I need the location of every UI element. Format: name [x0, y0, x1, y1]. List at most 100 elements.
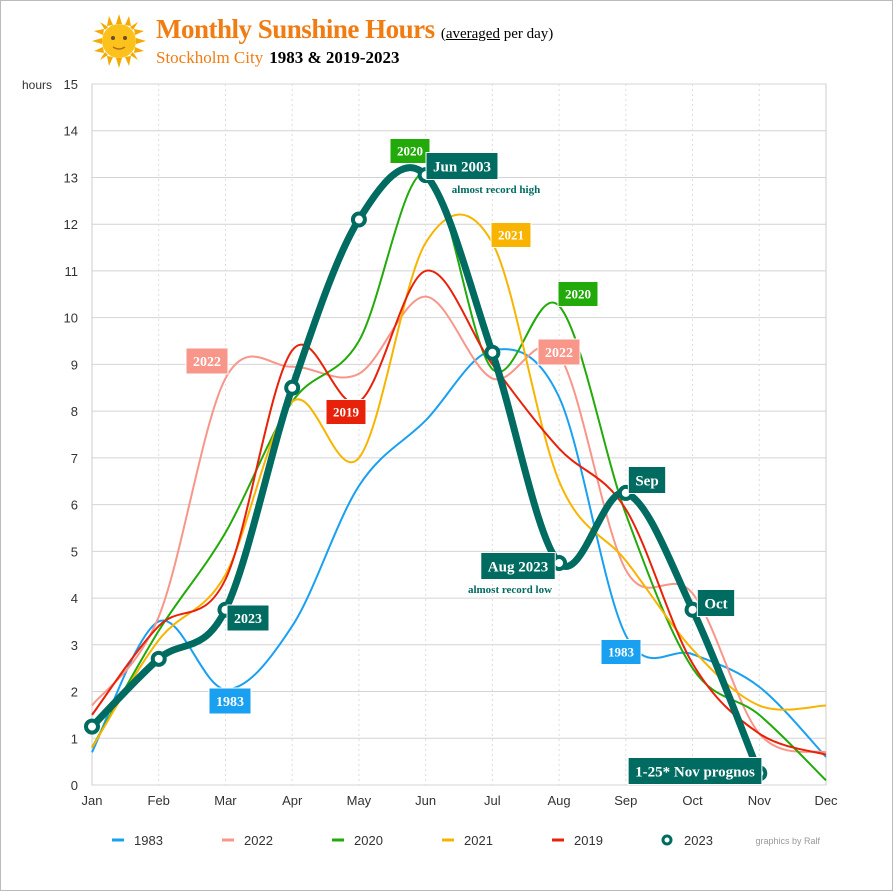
series-line-2021 — [91, 213, 827, 749]
x-tick-label: Sep — [614, 793, 637, 808]
series-line-2019 — [91, 269, 827, 756]
annotation-text: 2023 — [234, 612, 262, 627]
series-line-1983 — [91, 348, 827, 758]
annotation-box — [627, 757, 763, 785]
annotation-box — [226, 604, 270, 632]
x-tick-label: Oct — [682, 793, 703, 808]
annotation-text: 2019 — [333, 405, 360, 420]
annotation-box — [425, 152, 499, 180]
title-note: (averaged per day) — [440, 26, 554, 42]
data-point-2023 — [350, 211, 367, 228]
legend-item-2022: 2022 — [222, 833, 273, 848]
x-tick-label: Dec — [814, 793, 838, 808]
annotation-box — [600, 639, 642, 665]
annotation-box — [185, 347, 229, 375]
chart-title: Monthly Sunshine Hours (averaged per day… — [156, 14, 553, 45]
annotation-box — [696, 589, 736, 617]
y-tick-label: 3 — [71, 638, 78, 653]
x-tick-label: Feb — [148, 793, 170, 808]
data-point-2023 — [150, 650, 167, 667]
x-tick-label: Apr — [282, 793, 303, 808]
legend-item-2023: 2023 — [661, 833, 713, 848]
annotation-label: 2022 — [185, 347, 229, 375]
sun-face-icon — [92, 14, 146, 68]
y-tick-label: 2 — [71, 685, 78, 700]
legend-marker — [661, 834, 673, 846]
annotation-text: almost record low — [468, 584, 552, 596]
annotation-box — [537, 338, 581, 366]
data-point-2023 — [684, 601, 701, 618]
y-tick-label: 15 — [64, 77, 78, 92]
x-tick-label: Jan — [82, 793, 103, 808]
annotation-text: 1983 — [608, 645, 635, 660]
chart-subtitle: Stockholm City 1983 & 2019-2023 — [156, 48, 400, 68]
x-tick-label: Jul — [484, 793, 501, 808]
x-tick-label: Aug — [548, 793, 571, 808]
annotation-label: 2021 — [490, 222, 532, 248]
x-tick-label: Nov — [748, 793, 772, 808]
y-tick-label: 0 — [71, 778, 78, 793]
annotation-label: 2020 — [557, 281, 599, 307]
legend-item-2021: 2021 — [442, 833, 493, 848]
subtitle-city: Stockholm City — [156, 48, 264, 67]
y-tick-label: 4 — [71, 591, 78, 606]
annotation-text: 1-25* Nov prognos — [635, 764, 755, 780]
x-tick-label: Mar — [214, 793, 237, 808]
annotation-text: Jun 2003 — [433, 159, 491, 175]
legend-label: 2021 — [464, 833, 493, 848]
legend-label: 2020 — [354, 833, 383, 848]
data-point-2023 — [484, 344, 501, 361]
annotation-label: almost record low — [468, 584, 552, 596]
annotation-box — [490, 222, 532, 248]
data-point-2023 — [284, 379, 301, 396]
series-line-2022 — [91, 295, 827, 754]
annotation-label: 2022 — [537, 338, 581, 366]
annotation-text: 1983 — [216, 695, 244, 710]
annotation-text: 2021 — [498, 228, 524, 243]
annotation-label: almost record high — [452, 184, 540, 196]
annotation-box — [389, 138, 431, 164]
annotation-box — [325, 399, 367, 425]
annotation-label: Sep — [627, 466, 667, 494]
annotation-label: 2023 — [226, 604, 270, 632]
annotation-box — [208, 687, 252, 715]
y-tick-label: 7 — [71, 451, 78, 466]
annotation-text: 2022 — [545, 346, 573, 361]
subtitle-years: 1983 & 2019-2023 — [269, 48, 400, 67]
legend-item-2019: 2019 — [552, 833, 603, 848]
y-tick-label: 14 — [64, 124, 78, 139]
annotation-text: Oct — [704, 596, 727, 612]
y-tick-label: 13 — [64, 170, 78, 185]
legend-label: 2019 — [574, 833, 603, 848]
legend-item-1983: 1983 — [112, 833, 163, 848]
annotation-text: almost record high — [452, 184, 540, 196]
y-tick-label: 5 — [71, 544, 78, 559]
legend-label: 2022 — [244, 833, 273, 848]
annotation-text: Aug 2023 — [488, 559, 548, 575]
annotation-label: Oct — [696, 589, 736, 617]
annotation-label: Aug 2023 — [480, 552, 556, 580]
legend-label: 1983 — [134, 833, 163, 848]
annotation-label: 1983 — [208, 687, 252, 715]
annotation-text: 2020 — [397, 144, 423, 159]
y-tick-label: 11 — [65, 264, 79, 279]
y-tick-label: 12 — [64, 217, 78, 232]
title-text: Monthly Sunshine Hours — [156, 14, 435, 44]
annotation-label: 2019 — [325, 399, 367, 425]
annotation-box — [480, 552, 556, 580]
annotation-box — [557, 281, 599, 307]
x-tick-label: May — [347, 793, 372, 808]
y-tick-label: 9 — [71, 357, 78, 372]
legend-item-2020: 2020 — [332, 833, 383, 848]
annotation-text: 2022 — [193, 355, 221, 370]
annotation-label: 1983 — [600, 639, 642, 665]
y-tick-label: 8 — [71, 404, 78, 419]
annotation-box — [627, 466, 667, 494]
series-line-2020 — [91, 171, 827, 782]
y-axis-label: hours — [22, 78, 52, 92]
credit-text: graphics by Ralf — [755, 836, 820, 846]
y-tick-label: 6 — [71, 498, 78, 513]
annotation-text: 2020 — [565, 287, 591, 302]
y-tick-label: 1 — [71, 731, 78, 746]
